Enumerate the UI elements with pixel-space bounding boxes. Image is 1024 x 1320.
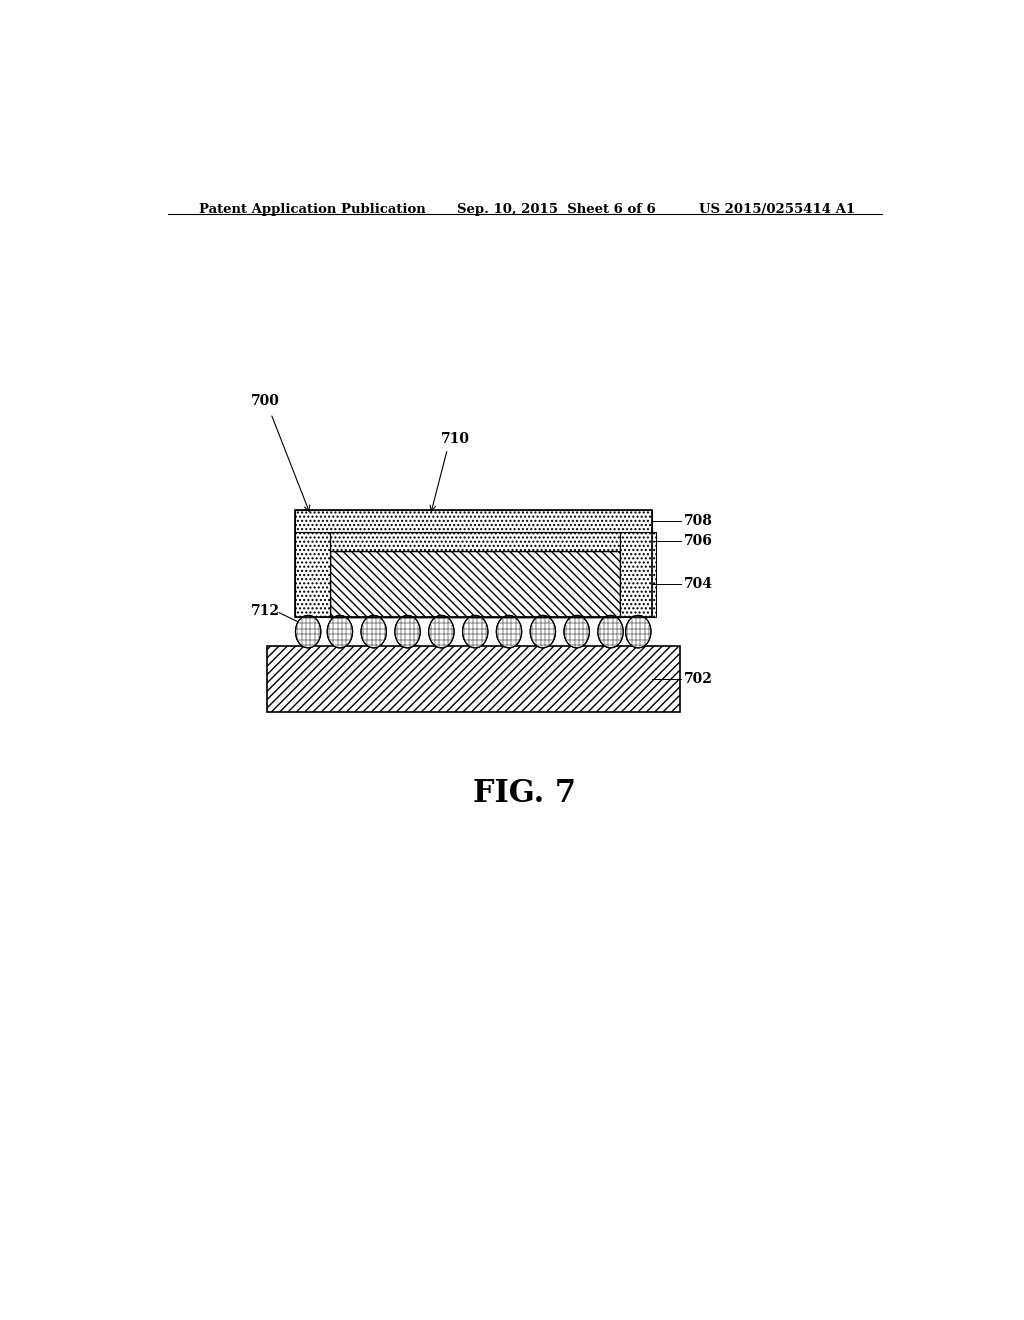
Bar — [331, 550, 621, 616]
Bar — [620, 532, 655, 616]
Circle shape — [361, 615, 386, 648]
Text: 712: 712 — [251, 605, 280, 618]
Bar — [331, 532, 621, 616]
Text: 706: 706 — [684, 535, 713, 549]
Text: 700: 700 — [251, 395, 280, 408]
Text: Sep. 10, 2015  Sheet 6 of 6: Sep. 10, 2015 Sheet 6 of 6 — [458, 203, 656, 216]
Circle shape — [463, 615, 487, 648]
Text: 704: 704 — [684, 577, 713, 590]
Text: 708: 708 — [684, 513, 713, 528]
Text: Patent Application Publication: Patent Application Publication — [200, 203, 426, 216]
Bar — [295, 532, 331, 616]
Circle shape — [626, 615, 651, 648]
Circle shape — [429, 615, 454, 648]
Circle shape — [598, 615, 624, 648]
Circle shape — [564, 615, 590, 648]
Circle shape — [497, 615, 521, 648]
Bar — [331, 532, 621, 550]
Text: US 2015/0255414 A1: US 2015/0255414 A1 — [699, 203, 855, 216]
Bar — [267, 647, 680, 713]
Circle shape — [395, 615, 420, 648]
Text: 702: 702 — [684, 672, 713, 686]
Bar — [295, 510, 652, 616]
Circle shape — [328, 615, 352, 648]
Circle shape — [530, 615, 556, 648]
Bar — [295, 510, 652, 532]
Text: FIG. 7: FIG. 7 — [473, 779, 577, 809]
Text: 710: 710 — [441, 432, 470, 446]
Circle shape — [296, 615, 321, 648]
